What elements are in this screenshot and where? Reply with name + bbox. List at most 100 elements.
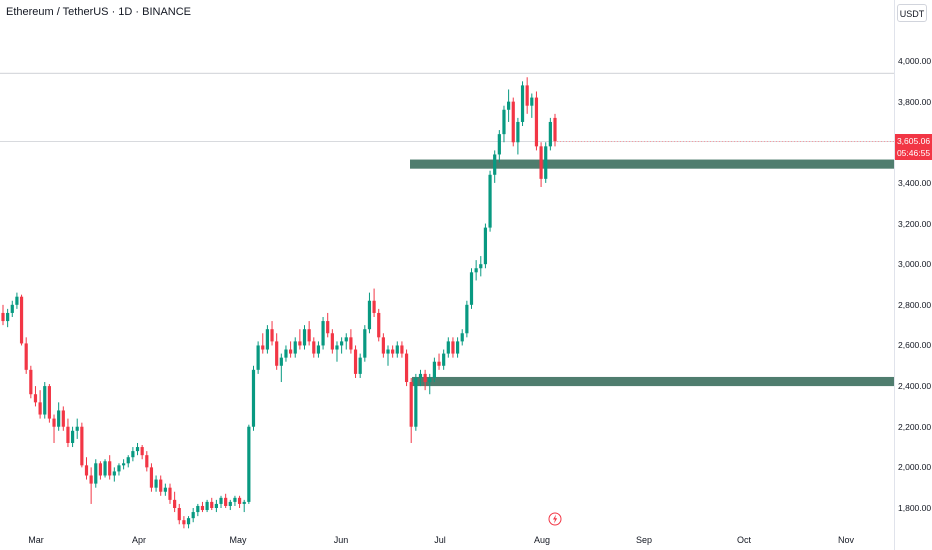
candle-body — [15, 296, 19, 305]
candle-body — [70, 430, 75, 443]
candle-body — [423, 373, 427, 383]
last-price-tag: 3,605.06 05:46:55 — [895, 134, 932, 160]
candle-body — [61, 410, 65, 427]
candle-body — [256, 345, 260, 370]
candle-body — [1, 312, 5, 322]
candle-body — [335, 345, 339, 350]
candle-body — [349, 337, 353, 350]
candle-body — [108, 461, 112, 476]
candle-body — [196, 505, 200, 513]
candle-body — [242, 501, 246, 504]
candle-body — [432, 361, 436, 378]
candle-body — [47, 386, 51, 419]
candle-body — [38, 402, 42, 415]
candle-body — [395, 345, 399, 354]
candle-body — [135, 447, 140, 452]
candle-body — [451, 341, 455, 354]
candle-body — [288, 349, 293, 354]
candle-body — [465, 304, 469, 334]
time-label: Jul — [434, 535, 446, 545]
candle-body — [89, 475, 93, 484]
candle-body — [275, 341, 279, 366]
candle-body — [173, 499, 177, 508]
candle-body — [330, 333, 334, 350]
candle-body — [24, 343, 28, 370]
candle-body — [52, 418, 56, 427]
price-label: 1,800.00 — [898, 503, 932, 513]
price-label: 3,800.00 — [898, 97, 932, 107]
candle-body — [80, 426, 84, 466]
candle-body — [270, 329, 274, 342]
candle-body — [149, 467, 154, 488]
candle-body — [386, 349, 390, 354]
candle-body — [326, 321, 330, 334]
price-axis[interactable] — [894, 0, 932, 550]
time-label: Aug — [533, 535, 551, 545]
price-label: 2,000.00 — [898, 462, 932, 472]
candle-body — [316, 345, 321, 354]
candle-body — [140, 447, 144, 456]
candle-body — [400, 345, 404, 354]
candle-body — [437, 361, 441, 366]
candle-body — [409, 382, 413, 427]
candle-body — [404, 353, 409, 383]
candle-body — [251, 369, 256, 427]
candle-body — [520, 85, 525, 122]
candle-body — [428, 377, 432, 383]
candle-body — [363, 329, 367, 358]
candle-body — [210, 501, 214, 508]
candle-body — [103, 461, 107, 476]
symbol-title[interactable]: Ethereum / TetherUS · 1D · BINANCE — [6, 6, 192, 18]
candle-body — [117, 465, 121, 472]
price-label: 2,800.00 — [898, 300, 932, 310]
time-label: Oct — [736, 535, 752, 545]
candle-body — [525, 85, 529, 106]
candle-body — [66, 426, 70, 443]
time-label: May — [229, 535, 247, 545]
candle-body — [418, 373, 423, 378]
candle-body — [493, 154, 497, 175]
price-label: 2,600.00 — [898, 340, 932, 350]
candle-body — [377, 312, 381, 338]
candle-body — [488, 174, 492, 228]
lightning-icon[interactable] — [548, 512, 562, 526]
candle-body — [159, 479, 163, 492]
candle-body — [483, 227, 488, 265]
candle-body — [502, 109, 506, 135]
candle-body — [131, 451, 135, 458]
candle-body — [122, 463, 126, 466]
candle-body — [497, 134, 501, 155]
candle-body — [284, 349, 288, 358]
candle-body — [154, 479, 158, 488]
candle-body — [205, 501, 209, 511]
candle-body — [186, 518, 191, 525]
candle-body — [479, 264, 483, 269]
last-price-value: 3,605.06 — [896, 136, 931, 146]
candle-body — [312, 341, 316, 354]
candle-body — [455, 341, 460, 354]
candlestick-chart[interactable] — [0, 0, 894, 550]
candle-body — [474, 268, 478, 273]
candle-body — [539, 146, 543, 179]
candle-body — [302, 329, 307, 346]
candle-body — [307, 329, 311, 342]
candle-body — [446, 341, 450, 354]
candle-body — [214, 503, 218, 508]
candle-body — [200, 505, 205, 511]
time-label: Apr — [131, 535, 147, 545]
currency-button[interactable]: USDT — [897, 4, 927, 22]
candle-body — [469, 272, 474, 305]
time-label: Sep — [635, 535, 653, 545]
candle-body — [247, 426, 251, 502]
candle-body — [75, 426, 79, 431]
candle-body — [516, 121, 520, 143]
candle-body — [6, 312, 10, 322]
price-label: 3,400.00 — [898, 178, 932, 188]
chart-area[interactable]: Ethereum / TetherUS · 1D · BINANCE — [0, 0, 894, 550]
candle-body — [391, 349, 395, 354]
bar-countdown: 05:46:55 — [896, 148, 931, 158]
candle-body — [414, 377, 418, 427]
candle-body — [442, 353, 446, 366]
candle-body — [233, 497, 237, 502]
candle-body — [265, 329, 270, 350]
